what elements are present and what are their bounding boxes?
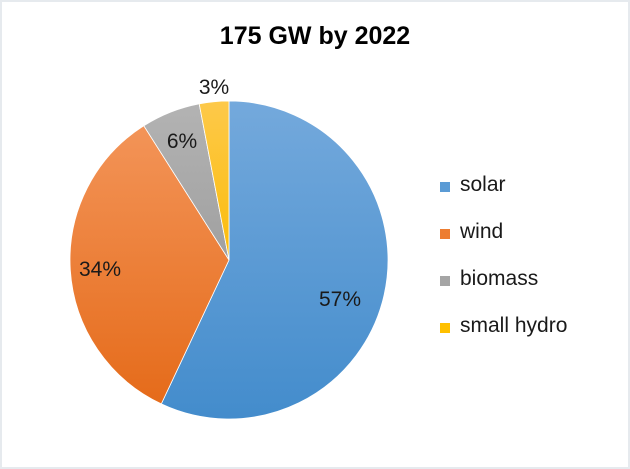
data-label-wind: 34% [79,258,121,281]
pie-slice-wind [69,125,230,405]
legend-swatch-biomass [440,276,450,286]
data-label-solar: 57% [319,288,361,311]
legend-label: small hydro [460,314,568,337]
legend-swatch-wind [440,229,450,239]
legend-label: solar [460,173,506,196]
legend-swatch-solar [440,182,450,192]
chart-title: 175 GW by 2022 [219,22,411,50]
data-label-biomass: 6% [167,130,197,153]
pie-slice-solar [160,100,389,420]
pie-slice-small-hydro [198,100,230,261]
legend-label: biomass [460,267,539,290]
legend-swatch-small-hydro [440,323,450,333]
legend-label: wind [460,220,504,243]
data-label-small-hydro: 3% [199,76,229,99]
